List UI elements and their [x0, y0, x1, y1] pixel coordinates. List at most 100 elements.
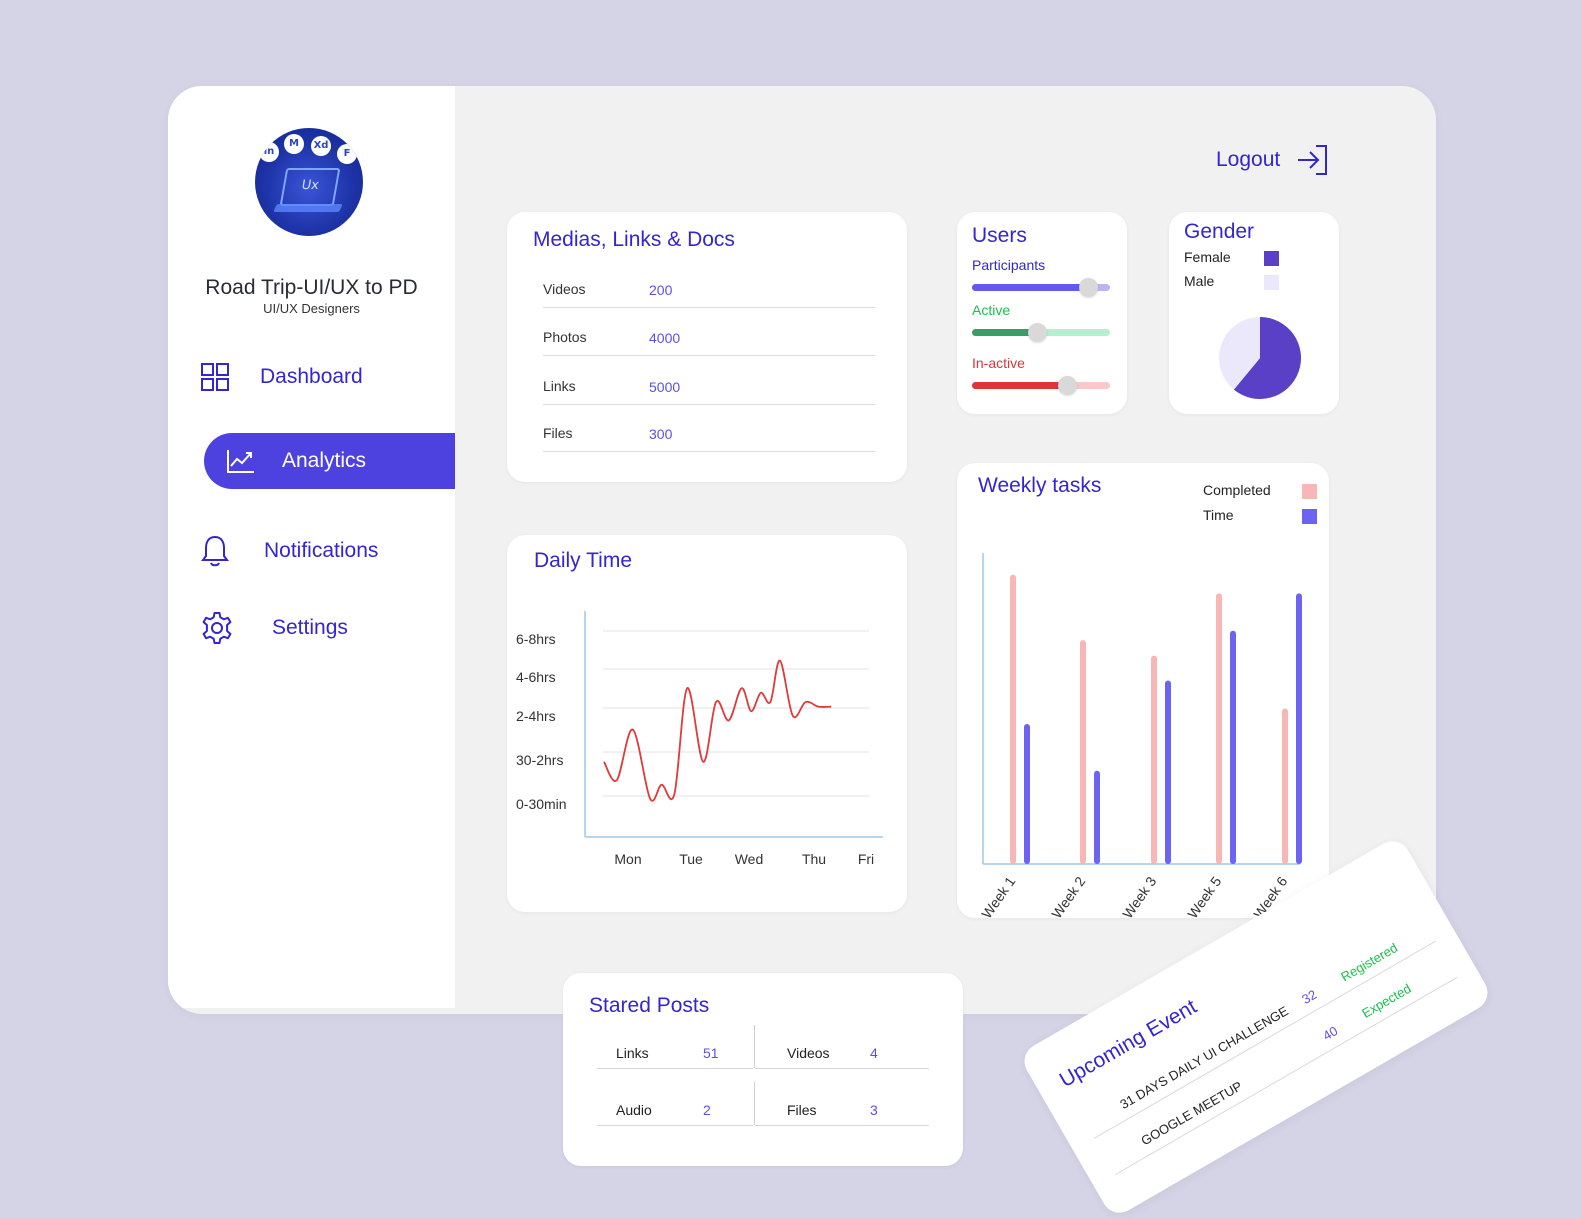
divider — [597, 1125, 753, 1126]
stared-audio-label: Audio — [616, 1102, 652, 1118]
bar-time-5 — [1296, 593, 1302, 864]
slider-fill — [972, 382, 1068, 389]
bar-completed-2 — [1080, 640, 1086, 864]
users-title: Users — [972, 224, 1027, 247]
media-value: 300 — [649, 426, 673, 442]
x-tick-label: Tue — [679, 851, 703, 867]
legend-completed-label: Completed — [1203, 482, 1271, 498]
bar-completed-5 — [1282, 708, 1288, 864]
daily-time-title: Daily Time — [534, 549, 633, 572]
stared-links-value: 51 — [703, 1045, 719, 1061]
laptop-base — [273, 204, 343, 212]
stared-files-value: 3 — [870, 1102, 878, 1118]
media-row-files: Files 300 — [543, 415, 875, 452]
media-label: Videos — [543, 281, 586, 297]
gender-title: Gender — [1184, 220, 1255, 243]
x-tick-label: Week 3 — [1119, 873, 1159, 921]
legend-time-swatch — [1302, 509, 1317, 524]
x-tick-label: Week 1 — [978, 873, 1018, 921]
x-tick-label: Week 5 — [1184, 873, 1224, 921]
bar-time-1 — [1024, 724, 1030, 864]
stared-audio-value: 2 — [703, 1102, 711, 1118]
sidebar-item-label: Analytics — [282, 449, 367, 472]
slider-fill — [972, 329, 1037, 336]
org-subtitle: UI/UX Designers — [263, 301, 360, 316]
daily-time-card: Daily Time 6-8hrs 4-6hrs 2-4hrs 30-2hrs 0-30… — [507, 535, 907, 912]
gear-icon — [202, 612, 232, 644]
sidebar-item-label: Notifications — [264, 539, 379, 562]
stared-posts-title: Stared Posts — [589, 994, 710, 1017]
stared-posts-card: Stared Posts Links 51 Videos 4 Audio 2 F… — [563, 973, 963, 1166]
slider-handle[interactable] — [1078, 278, 1098, 297]
media-row-photos: Photos 4000 — [543, 319, 875, 356]
media-row-videos: Videos 200 — [543, 271, 875, 308]
stared-files-label: Files — [787, 1102, 817, 1118]
y-tick-label: 30-2hrs — [516, 752, 563, 768]
slider-handle[interactable] — [1027, 323, 1047, 342]
sidebar-item-analytics[interactable]: Analytics — [204, 433, 455, 489]
media-value: 5000 — [649, 379, 681, 395]
event-status: Expected — [1359, 980, 1414, 1021]
grid-icon — [201, 363, 229, 391]
slider-label: In-active — [972, 355, 1025, 371]
legend-female-swatch — [1264, 251, 1279, 266]
media-value: 4000 — [649, 330, 681, 346]
gender-card: Gender Female Male — [1169, 212, 1339, 414]
org-name: Road Trip-UI/UX to PD — [205, 276, 418, 299]
bar-time-4 — [1230, 630, 1236, 864]
daily-time-line — [603, 659, 832, 802]
event-count: 40 — [1320, 1023, 1341, 1044]
media-label: Photos — [543, 329, 587, 345]
legend-male-label: Male — [1184, 273, 1215, 289]
gender-pie-chart — [1219, 317, 1301, 399]
brand-icon: M — [284, 134, 304, 154]
bar-time-2 — [1094, 770, 1100, 864]
slider-handle[interactable] — [1058, 376, 1078, 395]
x-tick-label: Fri — [858, 851, 874, 867]
slider-track[interactable] — [972, 278, 1110, 297]
media-value: 200 — [649, 282, 673, 298]
users-card: Users Participants Active In-active — [957, 212, 1127, 414]
divider — [754, 1025, 755, 1068]
y-tick-label: 0-30min — [516, 796, 567, 812]
bar-completed-4 — [1216, 593, 1222, 864]
slider-track[interactable] — [972, 376, 1110, 395]
bar-completed-3 — [1151, 655, 1157, 864]
laptop-icon: Ux — [279, 168, 341, 206]
sidebar-item-label: Settings — [272, 616, 348, 639]
slider-label: Active — [972, 302, 1011, 318]
stared-videos-label: Videos — [787, 1045, 830, 1061]
weekly-tasks-chart: Week 1 Week 2 Week 3 Week 5 Week 6 — [978, 553, 1302, 921]
divider — [597, 1068, 753, 1069]
pie-slice-female — [1233, 317, 1301, 399]
bar-completed-1 — [1010, 574, 1016, 864]
slider-track[interactable] — [972, 323, 1110, 342]
x-tick-label: Week 2 — [1048, 873, 1088, 921]
slider-fill — [972, 284, 1088, 291]
chart-line-icon — [227, 450, 254, 473]
divider — [754, 1082, 755, 1125]
avatar: in M Xd F Ux — [255, 128, 363, 236]
logout-button[interactable]: Logout — [1216, 144, 1330, 176]
sidebar-item-settings[interactable]: Settings — [200, 611, 348, 645]
sidebar-item-dashboard[interactable]: Dashboard — [200, 362, 363, 392]
daily-time-chart: 6-8hrs 4-6hrs 2-4hrs 30-2hrs 0-30min Mon Tue We… — [516, 611, 883, 867]
y-tick-label: 4-6hrs — [516, 669, 556, 685]
y-tick-label: 2-4hrs — [516, 708, 556, 724]
xd-icon: Xd — [311, 136, 331, 156]
sidebar: in M Xd F Ux Road Trip-UI/UX to PD UI/UX… — [168, 86, 455, 1008]
sidebar-item-notifications[interactable]: Notifications — [200, 534, 378, 568]
legend-male-swatch — [1264, 275, 1279, 290]
logout-icon — [1298, 145, 1328, 175]
divider — [755, 1125, 929, 1126]
sidebar-item-label: Dashboard — [260, 365, 363, 388]
media-row-links: Links 5000 — [543, 368, 875, 405]
medias-title: Medias, Links & Docs — [533, 228, 735, 251]
bell-icon — [201, 535, 229, 567]
divider — [755, 1068, 929, 1069]
weekly-tasks-title: Weekly tasks — [978, 474, 1102, 497]
x-tick-label: Thu — [802, 851, 826, 867]
medias-card: Medias, Links & Docs Videos 200 Photos 4… — [507, 212, 907, 482]
media-label: Files — [543, 425, 573, 441]
legend-completed-swatch — [1302, 484, 1317, 499]
